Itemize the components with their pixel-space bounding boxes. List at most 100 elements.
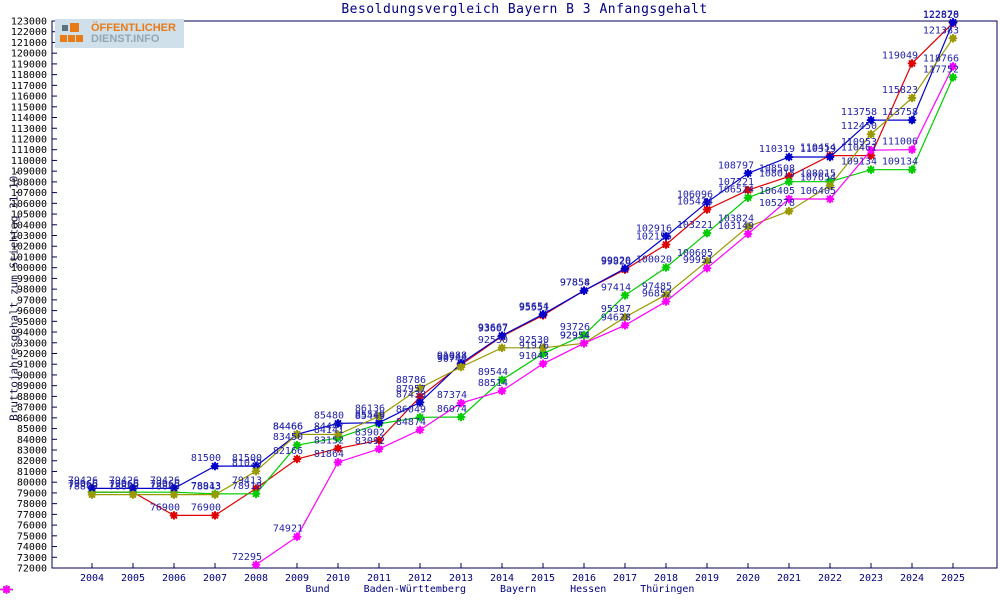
data-point-bayern: [579, 286, 589, 296]
svg-text:86000: 86000: [17, 413, 47, 424]
svg-text:102000: 102000: [11, 242, 47, 253]
data-point-baden-w-rttemberg: [620, 290, 630, 300]
svg-text:79066: 79066: [68, 479, 98, 490]
svg-text:99920: 99920: [601, 256, 631, 267]
svg-text:110454: 110454: [800, 143, 836, 154]
data-point-th-ringen: [907, 145, 917, 155]
svg-text:83450: 83450: [273, 432, 303, 443]
data-point-bund: [415, 392, 425, 402]
svg-text:103000: 103000: [11, 231, 47, 242]
svg-text:86049: 86049: [396, 404, 426, 415]
svg-text:121383: 121383: [923, 25, 959, 36]
svg-text:118766: 118766: [923, 53, 959, 64]
svg-text:81500: 81500: [191, 453, 221, 464]
svg-text:115823: 115823: [882, 85, 918, 96]
svg-text:81029: 81029: [232, 458, 262, 469]
svg-text:119000: 119000: [11, 59, 47, 70]
svg-text:101000: 101000: [11, 252, 47, 263]
data-point-hessen: [497, 343, 507, 353]
data-point-bund: [251, 484, 261, 493]
data-point-bayern: [784, 152, 794, 162]
svg-text:103149: 103149: [718, 221, 754, 232]
svg-text:72295: 72295: [232, 552, 262, 563]
svg-text:92954: 92954: [560, 330, 590, 341]
svg-text:2021: 2021: [777, 573, 801, 584]
data-point-bayern: [661, 231, 671, 241]
svg-text:79000: 79000: [17, 488, 47, 499]
svg-text:81000: 81000: [17, 467, 47, 478]
data-point-bund: [702, 205, 712, 214]
data-point-baden-w-rttemberg: [538, 349, 548, 359]
svg-text:94000: 94000: [17, 328, 47, 339]
data-point-hessen: [620, 312, 630, 322]
svg-text:107000: 107000: [11, 188, 47, 199]
svg-text:88000: 88000: [17, 392, 47, 403]
data-point-bayern: [169, 483, 179, 493]
series-baden-w-rttemberg: [87, 72, 958, 499]
svg-text:99000: 99000: [17, 274, 47, 285]
legend-label: Bund: [305, 584, 330, 595]
data-point-baden-w-rttemberg: [251, 489, 261, 499]
data-point-baden-w-rttemberg: [948, 72, 958, 82]
svg-text:72000: 72000: [17, 564, 47, 575]
svg-text:2010: 2010: [326, 573, 350, 584]
svg-text:84447: 84447: [314, 421, 344, 432]
svg-text:79066: 79066: [150, 479, 180, 490]
svg-text:103824: 103824: [718, 214, 754, 225]
svg-text:119049: 119049: [882, 50, 918, 61]
svg-text:93667: 93667: [478, 323, 508, 334]
svg-text:91976: 91976: [519, 341, 549, 352]
data-point-bund: [866, 151, 876, 160]
svg-text:109134: 109134: [841, 157, 877, 168]
svg-text:113000: 113000: [11, 124, 47, 135]
svg-text:85480: 85480: [314, 410, 344, 421]
plot-frame: [51, 20, 998, 569]
svg-text:2017: 2017: [613, 573, 637, 584]
data-point-th-ringen: [620, 320, 630, 330]
data-point-baden-w-rttemberg: [456, 412, 466, 422]
svg-text:90744: 90744: [437, 354, 467, 365]
svg-text:98000: 98000: [17, 285, 47, 296]
data-point-bayern: [743, 168, 753, 178]
data-point-hessen: [415, 383, 425, 393]
legend-label: Hessen: [570, 584, 607, 595]
svg-text:100605: 100605: [677, 248, 713, 259]
svg-text:111006: 111006: [882, 137, 918, 148]
svg-text:84874: 84874: [396, 417, 426, 428]
data-point-hessen: [948, 33, 958, 43]
svg-text:90944: 90944: [437, 352, 467, 363]
svg-text:84466: 84466: [273, 421, 303, 432]
svg-text:123000: 123000: [11, 17, 47, 28]
data-point-hessen: [743, 222, 753, 232]
svg-text:2013: 2013: [449, 573, 473, 584]
svg-text:106096: 106096: [677, 189, 713, 200]
data-point-bayern: [333, 418, 343, 428]
data-point-bund: [784, 171, 794, 181]
svg-text:95551: 95551: [519, 302, 549, 313]
svg-text:2012: 2012: [408, 573, 432, 584]
logo-blocks-icon: [60, 22, 86, 45]
svg-text:85000: 85000: [17, 424, 47, 435]
data-point-bayern: [702, 197, 712, 207]
data-point-th-ringen: [292, 532, 302, 542]
data-point-bayern: [538, 309, 548, 319]
svg-text:83000: 83000: [17, 446, 47, 457]
legend-label: Bayern: [500, 584, 537, 595]
svg-text:97485: 97485: [642, 282, 672, 293]
svg-text:111000: 111000: [11, 145, 47, 156]
svg-text:110319: 110319: [759, 144, 795, 155]
svg-text:108000: 108000: [11, 177, 47, 188]
svg-text:2022: 2022: [818, 573, 842, 584]
svg-text:78918: 78918: [232, 481, 262, 492]
data-point-hessen: [907, 93, 917, 103]
data-point-hessen: [169, 490, 179, 500]
data-point-th-ringen: [456, 398, 466, 408]
data-point-bayern: [251, 461, 261, 471]
svg-text:83152: 83152: [314, 435, 344, 446]
data-point-hessen: [825, 181, 835, 191]
data-point-bund: [292, 454, 302, 464]
data-point-hessen: [292, 429, 302, 439]
svg-text:79426: 79426: [150, 475, 180, 486]
svg-text:75000: 75000: [17, 531, 47, 542]
